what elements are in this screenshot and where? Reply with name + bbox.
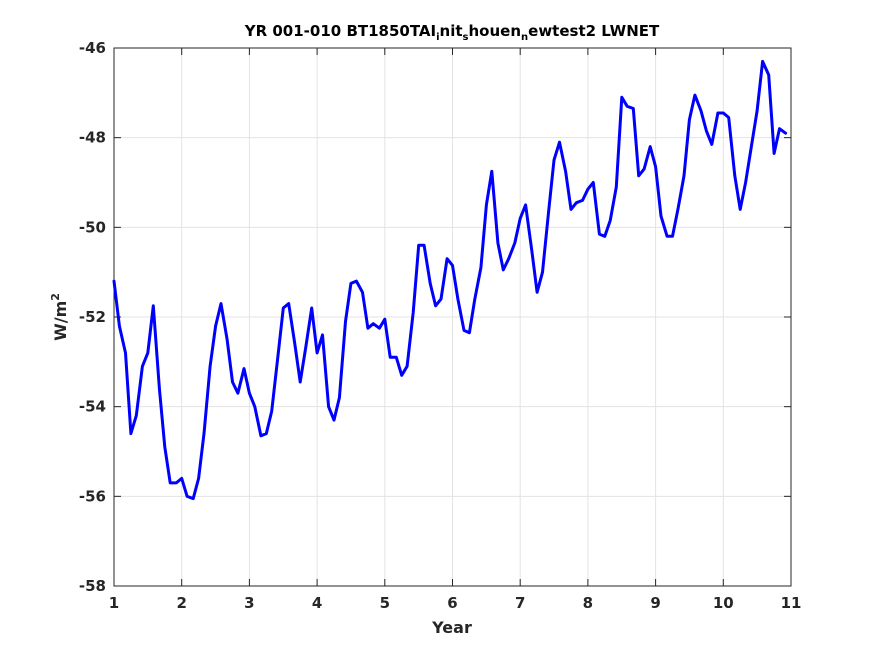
- x-tick-label: 10: [713, 594, 734, 612]
- y-tick-label: -54: [79, 398, 106, 416]
- x-tick-label: 9: [650, 594, 660, 612]
- y-tick-label: -46: [79, 39, 106, 57]
- x-tick-label: 11: [781, 594, 802, 612]
- y-tick-label: -58: [79, 577, 106, 595]
- x-tick-label: 5: [380, 594, 390, 612]
- y-tick-label: -48: [79, 129, 106, 147]
- x-tick-label: 6: [447, 594, 457, 612]
- y-tick-label: -50: [79, 218, 106, 236]
- x-tick-labels: 1 2 3 4 5 6 7 8 9 10 11: [109, 594, 802, 612]
- x-tick-label: 1: [109, 594, 119, 612]
- y-tick-label: -52: [79, 308, 106, 326]
- x-axis-label: Year: [431, 618, 472, 637]
- x-tick-label: 7: [515, 594, 525, 612]
- x-tick-label: 2: [176, 594, 186, 612]
- series-line: [112, 59, 788, 501]
- x-tick-label: 3: [244, 594, 254, 612]
- x-tick-label: 4: [312, 594, 322, 612]
- y-tick-labels: -58 -56 -54 -52 -50 -48 -46: [79, 39, 106, 595]
- axis-ticks: [113, 47, 792, 587]
- y-axis-label: W/m2: [49, 293, 70, 341]
- chart-title: YR 001-010 BT1850TAIinitshouennewtest2 L…: [244, 22, 660, 43]
- x-tick-label: 8: [583, 594, 593, 612]
- y-tick-label: -56: [79, 487, 106, 505]
